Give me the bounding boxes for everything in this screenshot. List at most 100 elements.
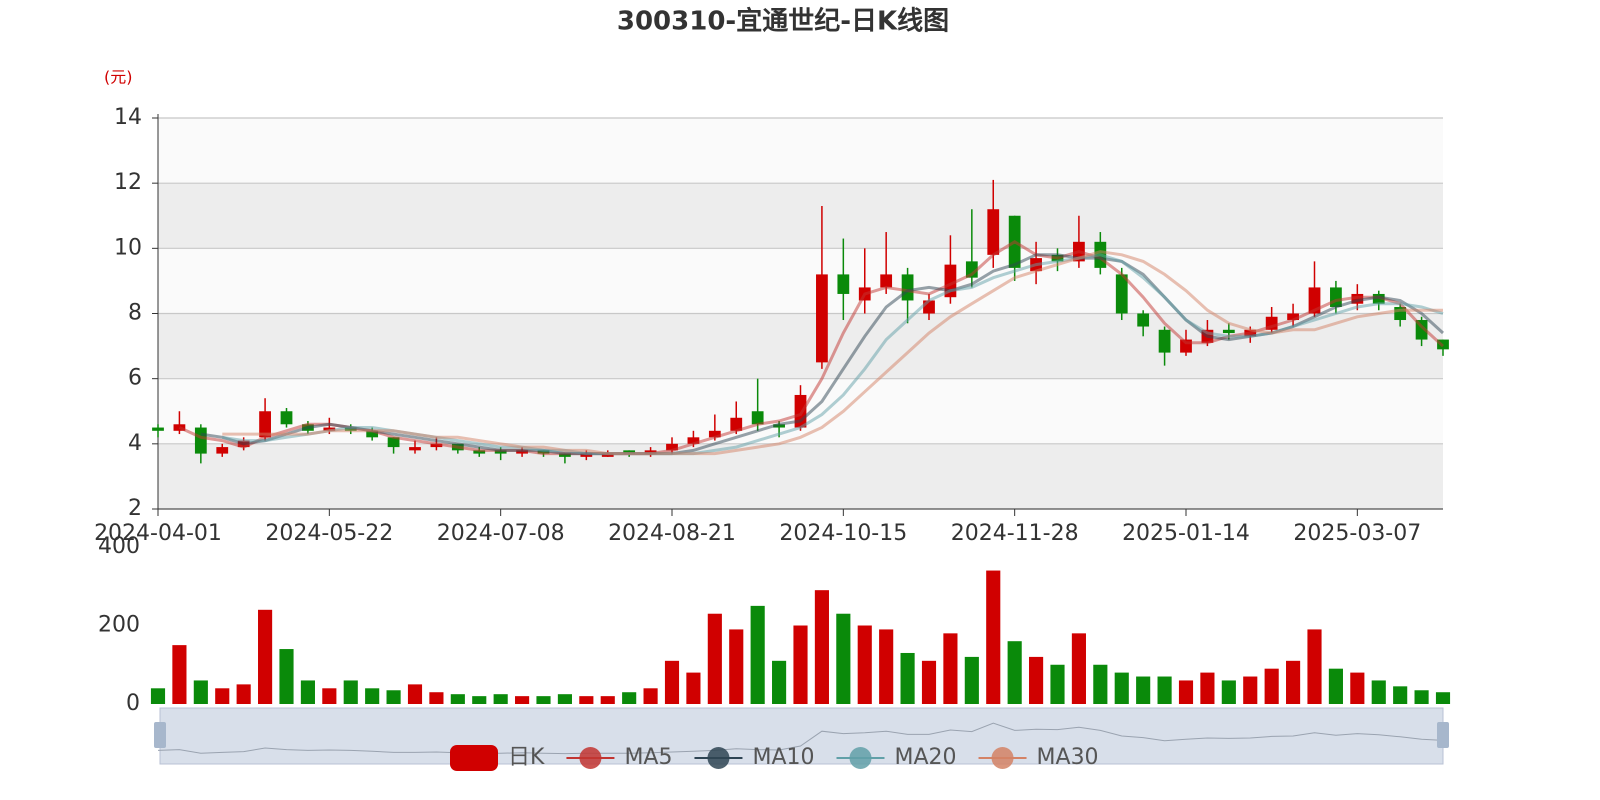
candle-body	[152, 427, 164, 431]
ma-line	[200, 253, 1445, 456]
split-area	[158, 443, 1443, 509]
ma-line	[222, 250, 1443, 456]
candle-body	[773, 424, 785, 428]
candle-body	[580, 453, 593, 457]
candle-body	[409, 447, 421, 451]
volume-bar	[1393, 686, 1408, 704]
volume-bar	[793, 625, 808, 704]
split-area	[158, 183, 1443, 249]
volume-bar	[729, 629, 744, 704]
volume-bar	[707, 613, 722, 704]
y-tick-label: 14	[114, 105, 142, 130]
volume-bar	[450, 694, 465, 704]
volume-bar	[365, 688, 380, 704]
volume-bar	[557, 694, 572, 704]
volume-bar	[943, 633, 958, 704]
volume-bar	[1435, 692, 1451, 704]
zoom-handle[interactable]	[1437, 722, 1449, 748]
candle-body	[494, 450, 507, 454]
legend-label[interactable]: MA30	[1037, 745, 1099, 770]
volume-bar	[1328, 668, 1343, 704]
volume-bar	[236, 684, 251, 704]
candle-body	[1394, 306, 1407, 321]
volume-bar	[1136, 676, 1151, 704]
volume-bar	[536, 696, 551, 704]
volume-bar	[686, 672, 701, 704]
legend-label[interactable]: MA5	[624, 745, 672, 770]
legend-icon	[707, 747, 730, 769]
candle-body	[280, 411, 293, 425]
candle-body	[730, 417, 743, 431]
zoom-preview	[157, 722, 1444, 755]
volume-bar	[386, 690, 401, 704]
volume-bar	[472, 696, 487, 704]
candle-body	[1222, 329, 1235, 334]
candle-body	[666, 443, 678, 451]
candle-body	[623, 450, 636, 454]
volume-bar	[1093, 664, 1108, 704]
candle-body	[901, 274, 914, 301]
volume-bar	[964, 656, 979, 704]
volume-bar	[600, 696, 615, 704]
volume-bar	[1264, 668, 1279, 704]
volume-bar	[1157, 676, 1172, 704]
legend-icon	[579, 747, 602, 769]
volume-tick-label: 200	[98, 613, 140, 638]
volume-bar	[814, 590, 829, 704]
volume-bar	[322, 688, 337, 704]
volume-bar	[921, 660, 937, 704]
candle-body	[1265, 316, 1278, 330]
legend-icon[interactable]	[450, 745, 498, 771]
x-tick-label: 2024-10-15	[779, 521, 907, 546]
volume-bar	[579, 696, 594, 704]
x-tick-label: 2024-11-28	[951, 521, 1079, 546]
volume-bar	[1243, 676, 1258, 704]
candle-body	[473, 450, 486, 454]
candle-body	[794, 394, 807, 428]
volume-bar	[750, 605, 765, 704]
y-tick-label: 4	[128, 431, 142, 456]
legend-label[interactable]: MA20	[895, 745, 957, 770]
y-tick-label: 8	[128, 301, 142, 326]
candle-body	[430, 443, 443, 448]
volume-bar	[643, 688, 658, 704]
candle-body	[323, 427, 336, 431]
candle-body	[194, 427, 207, 454]
volume-bar	[664, 660, 680, 704]
volume-bar	[1200, 672, 1215, 704]
candle-body	[751, 411, 764, 425]
volume-bar	[1050, 664, 1065, 704]
volume-bar	[879, 629, 894, 704]
legend-label[interactable]: MA10	[752, 745, 814, 770]
split-area	[158, 313, 1443, 379]
volume-bar	[258, 609, 273, 704]
y-tick-label: 12	[114, 170, 142, 195]
y-tick-label: 10	[114, 235, 142, 260]
candle-body	[816, 274, 828, 363]
volume-bar	[1221, 680, 1236, 704]
candle-body	[1308, 287, 1321, 314]
y-unit: (元)	[104, 68, 133, 87]
volume-bar	[1029, 656, 1044, 704]
zoom-handle[interactable]	[154, 722, 166, 748]
volume-bar	[279, 649, 294, 704]
volume-tick-label: 0	[126, 691, 140, 716]
candle-body	[366, 430, 379, 438]
candle-body	[965, 261, 978, 278]
split-area	[158, 118, 1443, 184]
candle-body	[1158, 329, 1171, 353]
y-tick-label: 2	[128, 496, 142, 521]
candle-body	[880, 274, 893, 288]
volume-bar	[429, 692, 444, 704]
candle-body	[1415, 320, 1428, 340]
volume-bar	[1071, 633, 1086, 704]
volume-bar	[300, 680, 315, 704]
candle-body	[1137, 313, 1150, 327]
candle-body	[537, 450, 550, 454]
legend-label[interactable]: 日K	[508, 745, 545, 770]
candle-body	[1115, 274, 1128, 314]
candle-body	[344, 427, 357, 431]
candle-body	[259, 411, 271, 438]
volume-bar	[1286, 660, 1301, 704]
